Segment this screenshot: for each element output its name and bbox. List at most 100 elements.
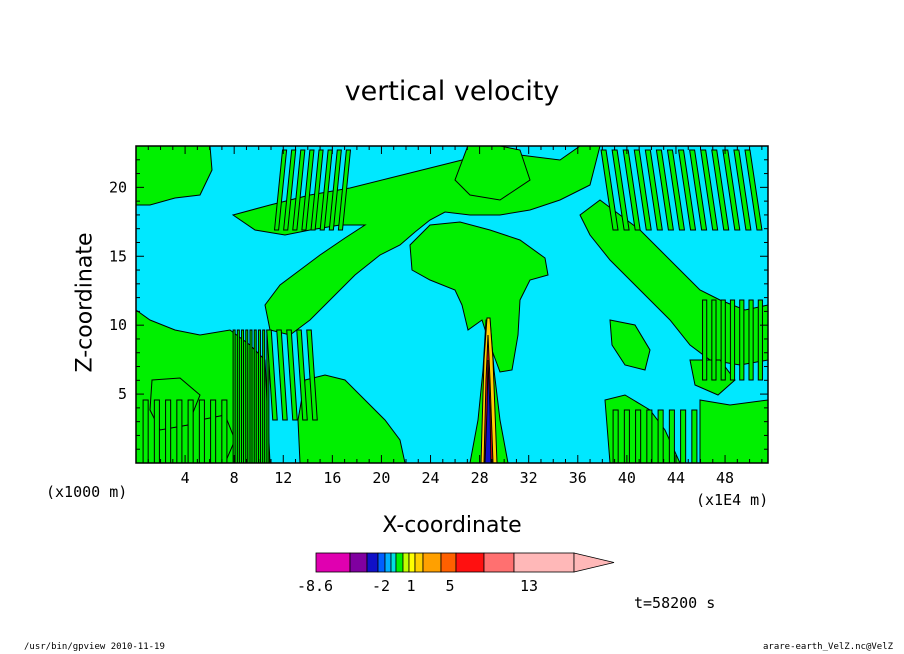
colorbar-segment [455, 552, 485, 573]
colorbar-segment [384, 552, 392, 573]
wave-stripe [286, 329, 298, 421]
chart-title: vertical velocity [344, 76, 560, 107]
colorbar-segment [414, 552, 424, 573]
x-tick-label: 48 [716, 469, 734, 487]
y-axis-label: Z-coordinate [72, 232, 98, 373]
colorbar-segment [395, 552, 404, 573]
colorbar-segment [377, 552, 386, 573]
colorbar-segment [349, 552, 368, 573]
x-tick-label: 28 [471, 469, 489, 487]
wave-stripe [142, 399, 149, 463]
colorbar-label: -8.6 [297, 577, 333, 595]
wave-stripe [622, 149, 641, 231]
wave-stripe [253, 329, 257, 463]
x-axis-label: X-coordinate [382, 513, 522, 538]
x-axis: 4 8 12 16 20 24 28 32 36 40 44 48 [147, 146, 763, 487]
colorbar-segment [315, 552, 351, 573]
x-tick-label: 32 [520, 469, 538, 487]
wave-stripe [748, 299, 754, 381]
wave-stripe [657, 409, 664, 463]
wave-stripe [612, 409, 619, 463]
footer-right: arare-earth_VelZ.nc@VelZ [763, 642, 894, 652]
wave-stripe [249, 329, 253, 463]
wave-stripe [757, 299, 763, 381]
colorbar-segment [408, 552, 416, 573]
x-tick-label: 44 [667, 469, 685, 487]
colorbar-segment [390, 552, 397, 573]
x-tick-label: 40 [618, 469, 636, 487]
wave-stripe [292, 149, 306, 231]
x-tick-label: 8 [230, 469, 239, 487]
y-tick-label: 10 [109, 316, 127, 334]
y-tick-label: 20 [109, 178, 127, 196]
wave-stripe [236, 329, 240, 463]
wave-stripe [153, 399, 160, 463]
wave-stripe [296, 329, 308, 421]
wave-stripe [635, 409, 642, 463]
colorbar-segment [402, 552, 410, 573]
wave-stripe [310, 149, 324, 231]
wave-stripe [328, 149, 342, 231]
updraft-core [480, 317, 498, 463]
wave-stripe [337, 149, 352, 231]
x-unit-label: (x1000 m) [46, 483, 128, 501]
wave-stripe [666, 149, 686, 231]
x-tick-label: 20 [372, 469, 390, 487]
wave-stripe [245, 329, 249, 463]
wave-stripe [241, 329, 245, 463]
wave-stripe [720, 299, 726, 381]
wave-stripe [600, 149, 619, 231]
colorbar-segment [422, 552, 442, 573]
wave-stripe [198, 399, 205, 463]
wave-stripe [273, 149, 288, 231]
x-tick-label: 12 [274, 469, 292, 487]
colorbar-label: -2 [372, 577, 390, 595]
wave-stripe [262, 329, 266, 463]
colorbar-segment [483, 552, 515, 573]
wave-stripes [142, 149, 763, 463]
wave-stripe [210, 399, 217, 463]
time-label: t=58200 s [634, 594, 716, 612]
x-scale-label: (x1E4 m) [696, 491, 769, 509]
y-tick-label: 15 [109, 247, 127, 265]
wave-stripe [187, 399, 194, 463]
colorbar-label: 5 [445, 577, 454, 595]
wave-stripe [306, 329, 318, 421]
wave-stripe [646, 409, 653, 463]
wave-stripe [702, 299, 708, 381]
wave-stripe [677, 149, 697, 231]
x-tick-label: 24 [421, 469, 439, 487]
wave-stripe [691, 409, 698, 463]
wave-stripe [668, 409, 675, 463]
x-tick-label: 36 [569, 469, 587, 487]
wave-stripe [689, 149, 708, 231]
colorbar-segment [366, 552, 379, 573]
wave-stripe [711, 149, 730, 231]
wave-stripe [733, 149, 752, 231]
wave-stripe [165, 399, 172, 463]
wave-stripe [722, 149, 741, 231]
wave-stripe [729, 299, 736, 381]
wave-stripe [700, 149, 719, 231]
wave-stripe [644, 149, 663, 231]
wave-stripe [623, 409, 630, 463]
wave-stripe [257, 329, 261, 463]
wave-stripe [680, 409, 687, 463]
wave-stripe [276, 329, 288, 421]
colorbar-arrow [573, 552, 615, 573]
wave-stripe [266, 329, 278, 421]
x-tick-label: 16 [323, 469, 341, 487]
colorbar-label: 13 [520, 577, 538, 595]
footer-left: /usr/bin/gpview 2010-11-19 [24, 642, 165, 652]
wave-stripe [221, 399, 228, 463]
wave-stripe [301, 149, 315, 231]
y-tick-label: 5 [118, 385, 127, 403]
colorbar-label: 1 [406, 577, 415, 595]
wave-stripe [176, 399, 183, 463]
plot-frame [135, 145, 769, 464]
colorbar-segment [513, 552, 575, 573]
wave-stripe [611, 149, 630, 231]
colorbar-segment [440, 552, 457, 573]
wave-stripe [655, 149, 674, 231]
